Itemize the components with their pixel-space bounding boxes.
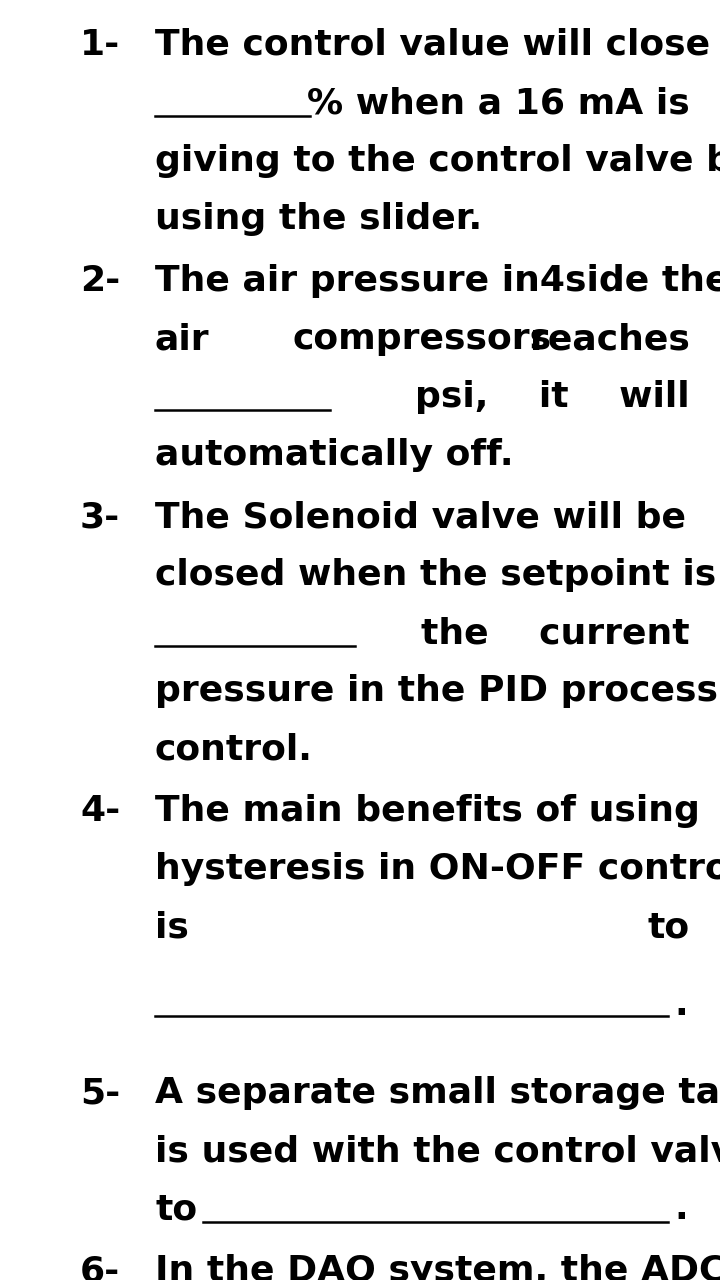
- Text: The air pressure in4side the: The air pressure in4side the: [155, 264, 720, 298]
- Text: reaches: reaches: [530, 323, 690, 356]
- Text: automatically off.: automatically off.: [155, 438, 513, 472]
- Text: giving to the control valve by: giving to the control valve by: [155, 143, 720, 178]
- Text: to: to: [648, 910, 690, 945]
- Text: to: to: [155, 1192, 197, 1226]
- Text: The control value will close by: The control value will close by: [155, 28, 720, 61]
- Text: 6-: 6-: [80, 1254, 120, 1280]
- Text: 4-: 4-: [80, 794, 120, 828]
- Text: 1-: 1-: [80, 28, 120, 61]
- Text: is used with the control valve: is used with the control valve: [155, 1134, 720, 1167]
- Text: closed when the setpoint is: closed when the setpoint is: [155, 558, 716, 591]
- Text: control.: control.: [155, 732, 313, 765]
- Text: The main benefits of using: The main benefits of using: [155, 794, 700, 828]
- Text: the    current: the current: [421, 616, 690, 650]
- Text: In the DAQ system, the ADC: In the DAQ system, the ADC: [155, 1254, 720, 1280]
- Text: is: is: [155, 910, 189, 945]
- Text: using the slider.: using the slider.: [155, 202, 482, 236]
- Text: .: .: [674, 988, 688, 1021]
- Text: 2-: 2-: [80, 264, 120, 298]
- Text: % when a 16 mA is: % when a 16 mA is: [307, 86, 690, 120]
- Text: pressure in the PID process: pressure in the PID process: [155, 675, 718, 708]
- Text: A separate small storage tank: A separate small storage tank: [155, 1076, 720, 1110]
- Text: The Solenoid valve will be: The Solenoid valve will be: [155, 500, 686, 534]
- Text: air: air: [155, 323, 210, 356]
- Text: .: .: [674, 1192, 688, 1226]
- Text: psi,    it    will: psi, it will: [415, 380, 690, 413]
- Text: 3-: 3-: [80, 500, 120, 534]
- Text: compressors: compressors: [293, 323, 552, 356]
- Text: hysteresis in ON-OFF control: hysteresis in ON-OFF control: [155, 852, 720, 886]
- Text: 5-: 5-: [80, 1076, 120, 1110]
